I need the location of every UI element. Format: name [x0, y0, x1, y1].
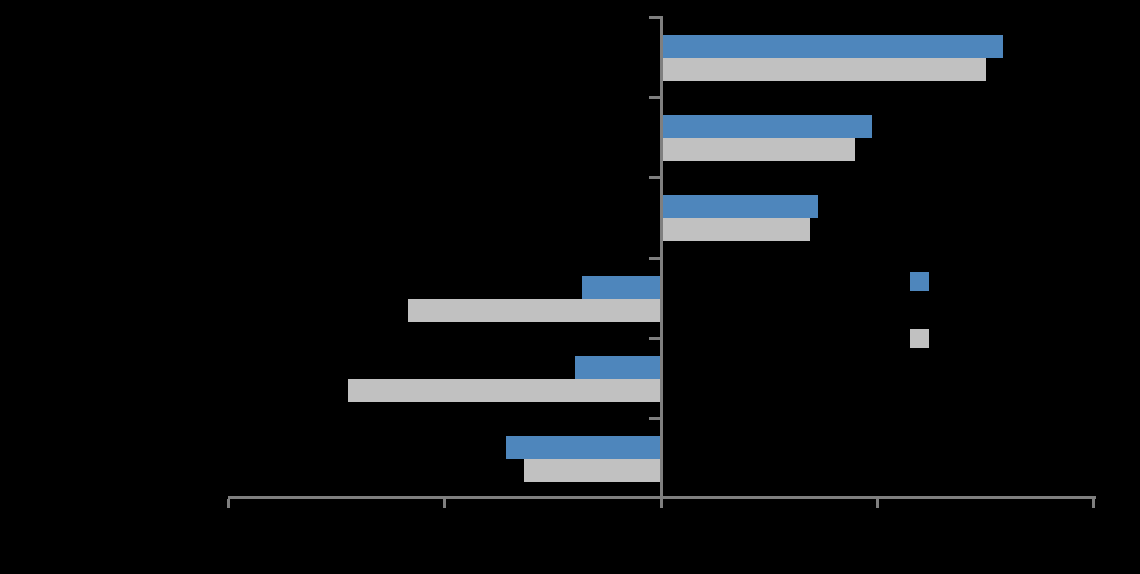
legend-swatch-2	[910, 329, 929, 348]
bar-series-1-category-1	[663, 35, 1003, 58]
value-axis-tick	[876, 499, 879, 508]
bar-series-2-category-3	[663, 218, 810, 241]
value-axis-tick	[227, 499, 230, 508]
bar-series-1-category-2	[663, 115, 872, 138]
bar-series-1-category-5	[575, 356, 660, 379]
category-axis-tick	[649, 16, 660, 19]
bar-series-2-category-6	[524, 459, 660, 482]
bar-series-2-category-2	[663, 138, 855, 161]
bar-series-2-category-5	[348, 379, 660, 402]
legend-swatch-1	[910, 272, 929, 291]
category-axis-line	[660, 16, 663, 500]
category-axis-tick	[649, 96, 660, 99]
value-axis-line	[228, 496, 1096, 499]
bar-series-2-category-1	[663, 58, 986, 81]
category-axis-tick	[649, 337, 660, 340]
value-axis-tick	[660, 499, 663, 508]
value-axis-tick	[443, 499, 446, 508]
bar-series-2-category-4	[408, 299, 660, 322]
bar-series-1-category-3	[663, 195, 818, 218]
category-axis-tick	[649, 417, 660, 420]
bar-series-1-category-4	[582, 276, 660, 299]
category-axis-tick	[649, 176, 660, 179]
bar-series-1-category-6	[506, 436, 660, 459]
value-axis-tick	[1092, 499, 1095, 508]
category-axis-tick	[649, 257, 660, 260]
